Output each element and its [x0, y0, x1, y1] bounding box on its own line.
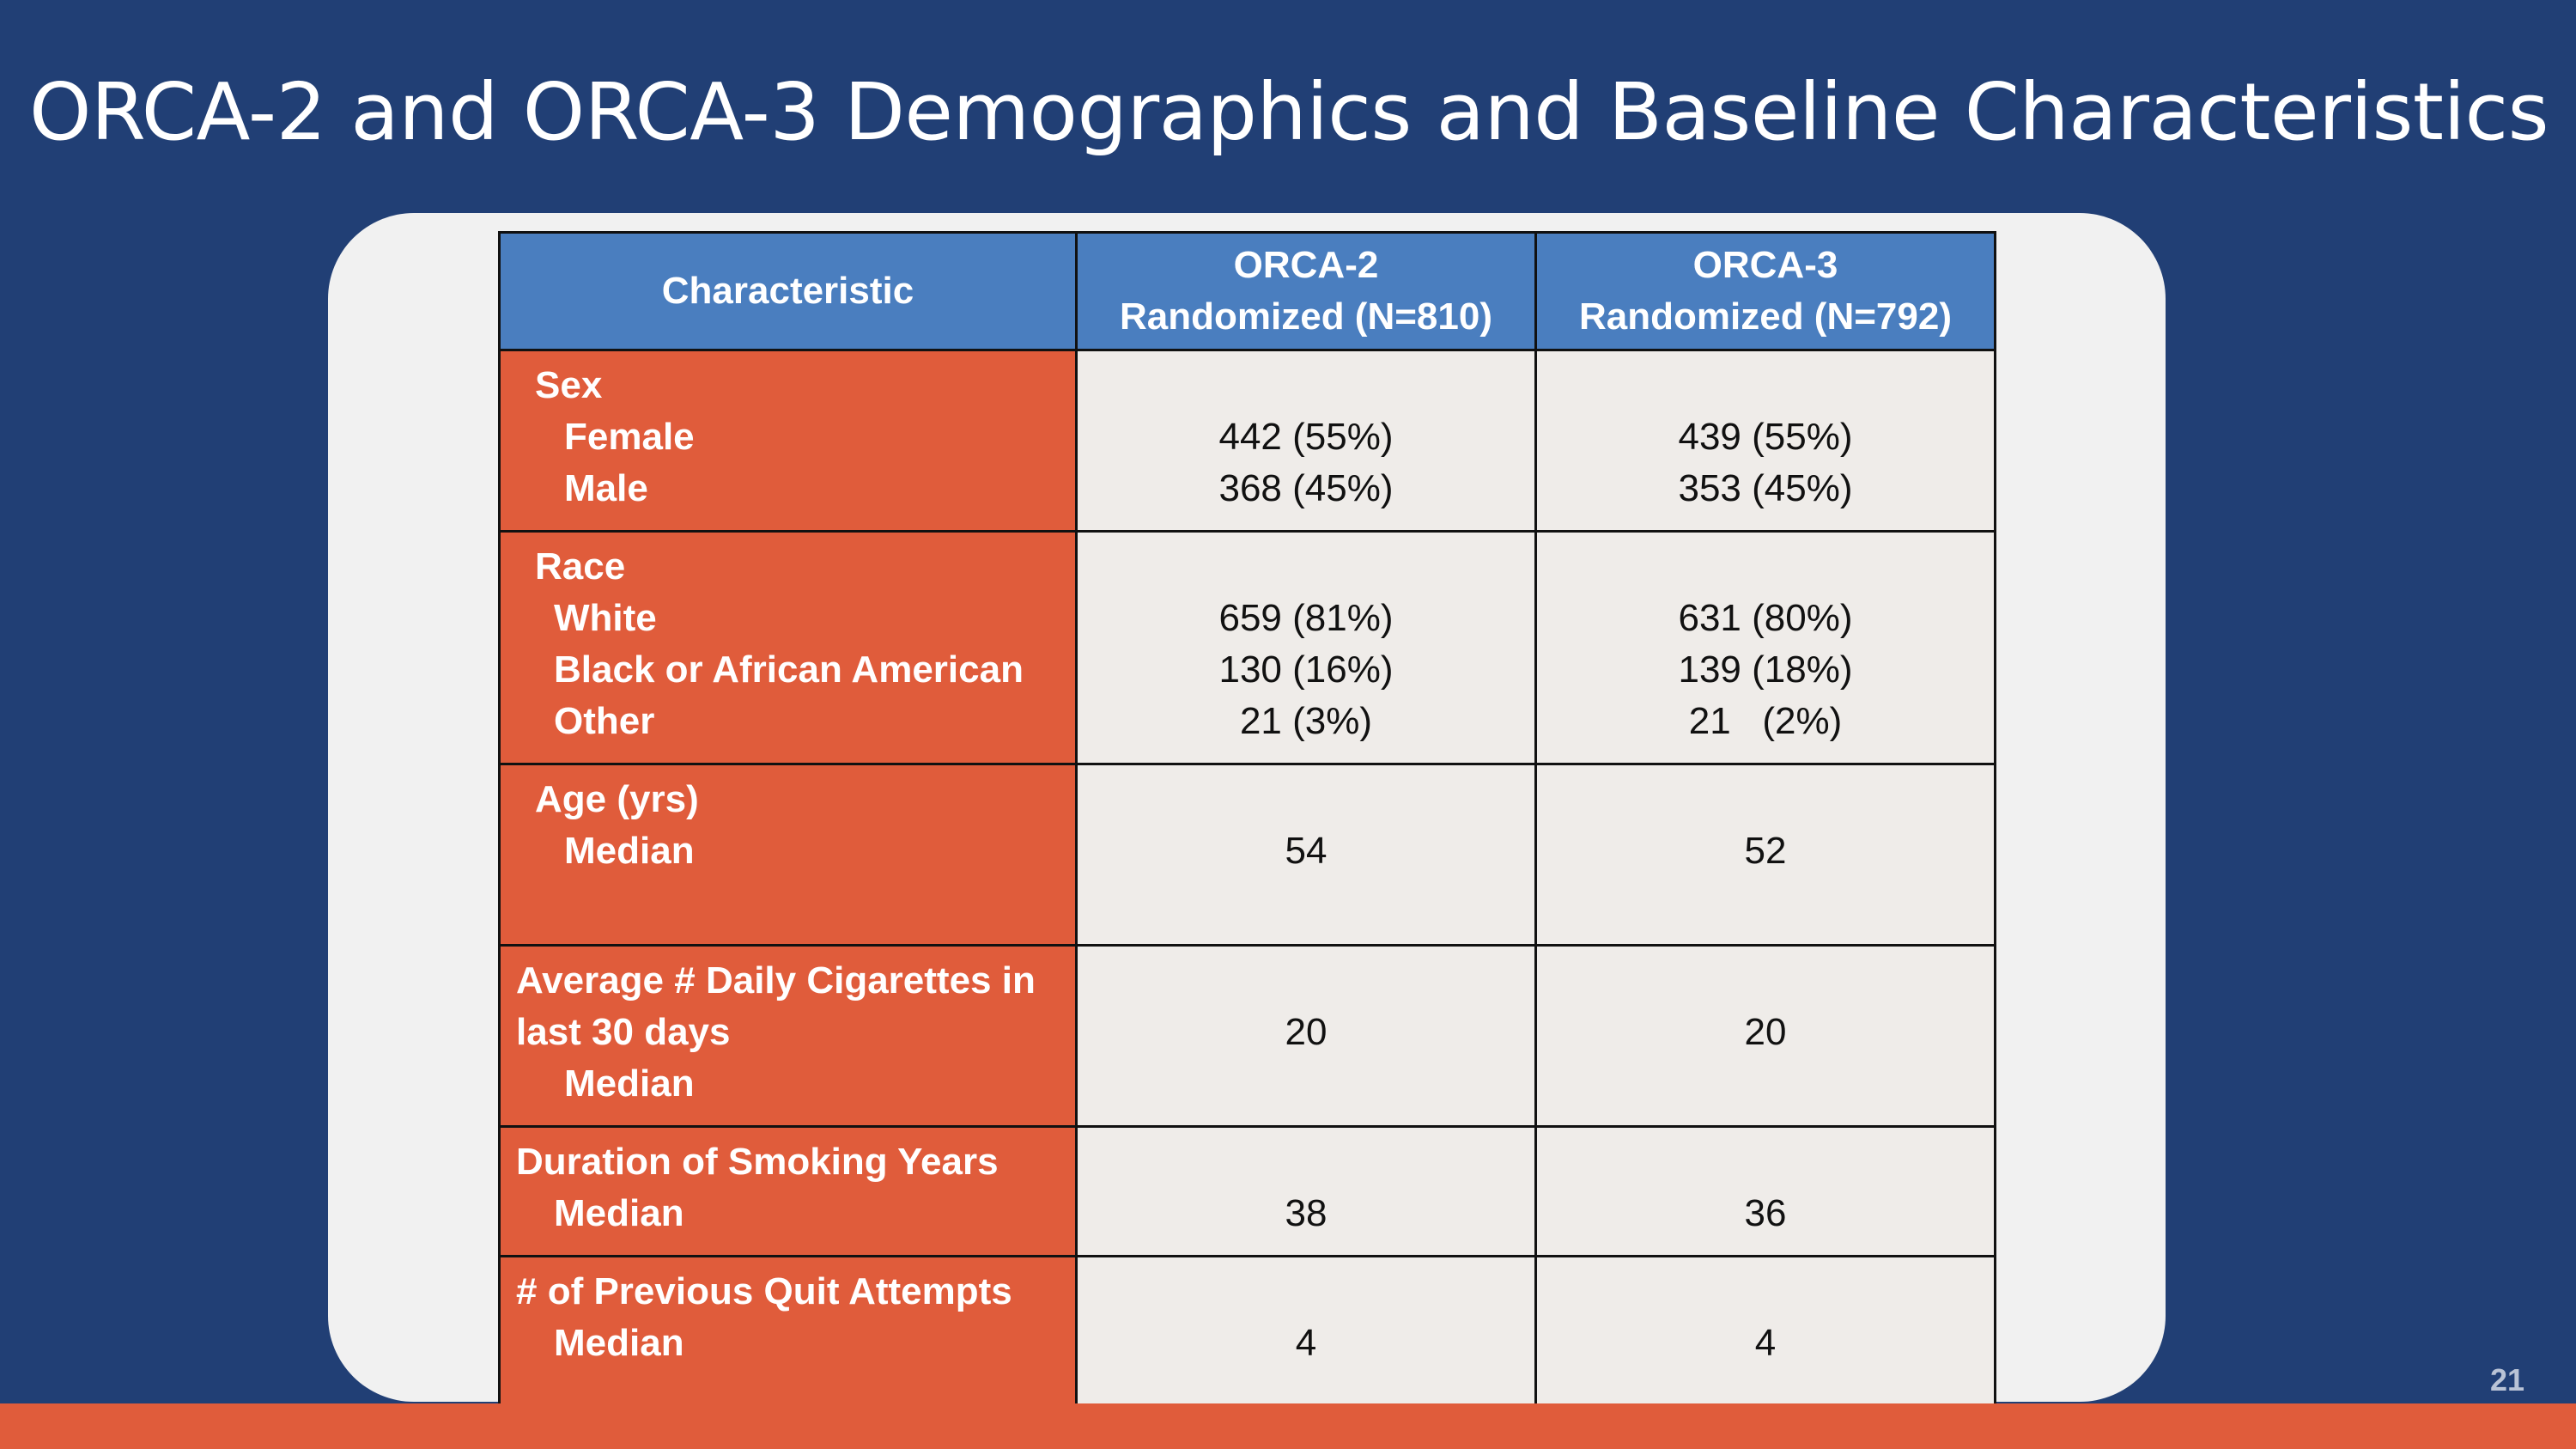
orca3-value-cell: 631 (80%) 139 (18%) 21 (2%)	[1534, 530, 1996, 765]
orca2-value: 38	[1285, 1192, 1327, 1234]
orca2-value: 442 (55%)	[1218, 416, 1394, 458]
header-orca2: ORCA-2 Randomized (N=810)	[1075, 231, 1537, 351]
orca3-value: 20	[1744, 1011, 1787, 1053]
row-sublabel: White	[554, 597, 657, 639]
orca3-value-cell: 36	[1534, 1125, 1996, 1257]
footer-bar	[0, 1403, 2576, 1449]
orca3-value-cell: 20	[1534, 944, 1996, 1128]
orca2-value-cell: 38	[1075, 1125, 1537, 1257]
row-label: Average # Daily Cigarettes in	[516, 959, 1036, 1002]
orca2-value: 54	[1285, 830, 1327, 872]
header-orca3-title: ORCA-3	[1692, 244, 1838, 286]
page-number: 21	[2489, 1362, 2524, 1397]
orca2-value-cell: 4	[1075, 1255, 1537, 1425]
orca3-value: 631 (80%)	[1678, 597, 1853, 639]
orca3-value: 353 (45%)	[1678, 467, 1853, 509]
orca2-value: 20	[1285, 1011, 1327, 1053]
table-row-cigarettes: Average # Daily Cigarettes in last 30 da…	[498, 944, 1996, 1128]
header-orca3-n: Randomized (N=792)	[1579, 295, 1952, 338]
table-header-row: Characteristic ORCA-2 Randomized (N=810)…	[498, 231, 1996, 351]
row-label: Sex	[535, 364, 603, 406]
table-row-age: Age (yrs) Median 54 52	[498, 763, 1996, 947]
orca3-value-cell: 4	[1534, 1255, 1996, 1425]
slide-title: ORCA-2 and ORCA-3 Demographics and Basel…	[29, 66, 2549, 158]
orca2-value: 659 (81%)	[1218, 597, 1394, 639]
header-characteristic: Characteristic	[498, 231, 1078, 351]
orca2-value: 21 (3%)	[1239, 700, 1373, 742]
header-orca2-title: ORCA-2	[1233, 244, 1379, 286]
row-sublabel: Median	[554, 1192, 684, 1234]
table-row-smoking-duration: Duration of Smoking Years Median 38 36	[498, 1125, 1996, 1257]
row-sublabel: Other	[554, 700, 655, 742]
row-label-cell: Age (yrs) Median	[498, 763, 1078, 947]
row-label-cell: Average # Daily Cigarettes in last 30 da…	[498, 944, 1078, 1128]
row-label-cell: Race White Black or African American Oth…	[498, 530, 1078, 765]
orca3-value: 4	[1754, 1322, 1777, 1364]
row-sublabel: Median	[554, 1322, 684, 1364]
orca3-value-cell: 52	[1534, 763, 1996, 947]
orca2-value-cell: 442 (55%) 368 (45%)	[1075, 349, 1537, 533]
row-label: last 30 days	[516, 1011, 731, 1053]
orca2-value: 130 (16%)	[1218, 648, 1394, 691]
table-row-race: Race White Black or African American Oth…	[498, 530, 1996, 765]
row-sublabel: Median	[564, 1062, 695, 1105]
row-sublabel: Black or African American	[554, 648, 1024, 691]
row-label-cell: # of Previous Quit Attempts Median	[498, 1255, 1078, 1425]
orca2-value-cell: 20	[1075, 944, 1537, 1128]
orca3-value: 139 (18%)	[1678, 648, 1853, 691]
orca3-value: 439 (55%)	[1678, 416, 1853, 458]
row-label-cell: Sex Female Male	[498, 349, 1078, 533]
orca3-value: 36	[1744, 1192, 1787, 1234]
header-orca3: ORCA-3 Randomized (N=792)	[1534, 231, 1996, 351]
row-label-cell: Duration of Smoking Years Median	[498, 1125, 1078, 1257]
row-label: Race	[535, 545, 626, 588]
orca2-value-cell: 659 (81%) 130 (16%) 21 (3%)	[1075, 530, 1537, 765]
orca2-value-cell: 54	[1075, 763, 1537, 947]
row-label: Duration of Smoking Years	[516, 1141, 999, 1183]
orca3-value-cell: 439 (55%) 353 (45%)	[1534, 349, 1996, 533]
table-row-quit-attempts: # of Previous Quit Attempts Median 4 4	[498, 1255, 1996, 1425]
row-sublabel: Female	[564, 416, 695, 458]
row-label: # of Previous Quit Attempts	[516, 1270, 1012, 1312]
orca2-value: 368 (45%)	[1218, 467, 1394, 509]
demographics-table: Characteristic ORCA-2 Randomized (N=810)…	[498, 231, 1996, 1425]
header-orca2-n: Randomized (N=810)	[1120, 295, 1492, 338]
row-sublabel: Male	[564, 467, 648, 509]
orca2-value: 4	[1295, 1322, 1317, 1364]
orca3-value: 21 (2%)	[1688, 700, 1843, 742]
orca3-value: 52	[1744, 830, 1787, 872]
row-sublabel: Median	[564, 830, 695, 872]
row-label: Age (yrs)	[535, 778, 699, 820]
table-row-sex: Sex Female Male 442 (55%) 368 (45%) 439 …	[498, 349, 1996, 533]
